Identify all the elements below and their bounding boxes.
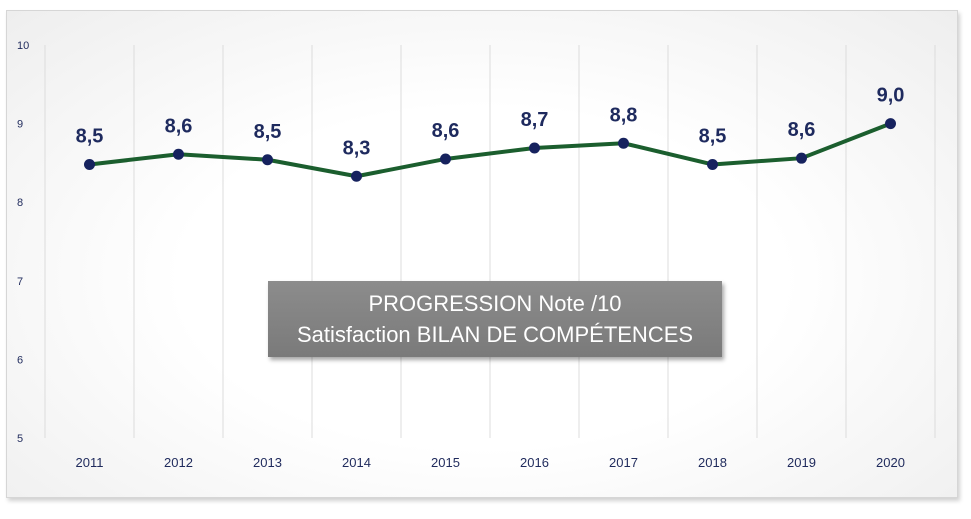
data-label: 8,6 (788, 119, 816, 141)
data-labels: 8,5 8,6 8,5 8,3 8,6 8,7 8,8 8,5 8,6 9,0 (76, 85, 905, 160)
x-tick-label: 2018 (698, 455, 727, 470)
data-point (885, 118, 896, 130)
data-label: 8,7 (521, 109, 549, 131)
y-tick-label: 6 (17, 354, 23, 366)
data-point (529, 142, 540, 154)
data-point (796, 152, 807, 164)
x-tick-label: 2015 (431, 455, 460, 470)
data-label: 8,8 (610, 104, 638, 126)
data-label: 8,6 (432, 120, 460, 142)
data-point (707, 158, 718, 170)
data-label: 9,0 (877, 85, 905, 107)
y-tick-label: 7 (17, 276, 23, 288)
chart-frame (6, 10, 958, 498)
data-point (173, 148, 184, 160)
y-tick-label: 8 (17, 197, 23, 209)
data-label: 8,5 (699, 125, 727, 147)
y-axis-ticks: 5 6 7 8 9 10 (17, 40, 29, 445)
x-tick-label: 2014 (342, 455, 371, 470)
chart-title-line2: Satisfaction BILAN DE COMPÉTENCES (296, 322, 694, 347)
x-tick-label: 2020 (876, 455, 905, 470)
x-axis-ticks: 2011 2012 2013 2014 2015 2016 2017 2018 2019 2020 (76, 455, 905, 470)
data-point (262, 154, 273, 166)
x-tick-label: 2016 (520, 455, 549, 470)
data-label: 8,5 (254, 121, 282, 143)
x-tick-label: 2012 (164, 455, 193, 470)
x-tick-label: 2013 (253, 455, 282, 470)
data-point (618, 137, 629, 149)
gridlines (44, 45, 936, 438)
y-tick-label: 5 (17, 433, 23, 445)
chart-title-line1: PROGRESSION Note /10 (368, 291, 622, 316)
y-tick-label: 9 (17, 119, 23, 131)
data-label: 8,6 (165, 115, 193, 137)
x-tick-label: 2019 (787, 455, 816, 470)
chart-title-box: PROGRESSION Note /10 Satisfaction BILAN … (268, 281, 722, 357)
y-tick-label: 10 (17, 40, 29, 52)
data-point (351, 170, 362, 182)
series-markers (84, 118, 896, 182)
x-tick-label: 2011 (76, 455, 104, 470)
x-tick-label: 2017 (609, 455, 638, 470)
series-line (89, 121, 892, 179)
data-point (84, 158, 95, 170)
data-point (440, 153, 451, 165)
data-label: 8,3 (343, 137, 371, 159)
data-label: 8,5 (76, 125, 104, 147)
